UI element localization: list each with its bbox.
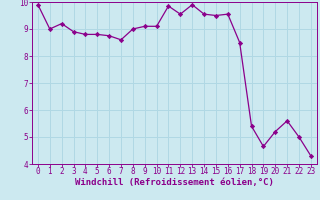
X-axis label: Windchill (Refroidissement éolien,°C): Windchill (Refroidissement éolien,°C) xyxy=(75,178,274,187)
